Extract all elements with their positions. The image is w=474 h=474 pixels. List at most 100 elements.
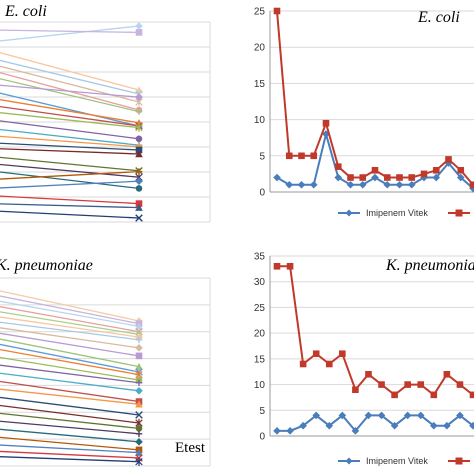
y-tick-label: 20 (254, 329, 266, 340)
series-line (0, 52, 140, 91)
series-marker (135, 22, 143, 30)
panel-kpneumoniae-slope-annotation: Etest (175, 440, 206, 456)
y-tick-label: 0 (259, 432, 265, 443)
y-tick-label: 35 (254, 252, 266, 263)
series-marker (417, 381, 425, 388)
series-marker (135, 177, 143, 185)
series-marker (396, 174, 403, 181)
series-line (0, 420, 140, 435)
series-line (0, 327, 140, 349)
series-marker (135, 214, 143, 222)
series-line (0, 450, 140, 459)
series-line (0, 195, 140, 205)
panel-ecoli-line: 0 5 10 15 20 25 E. coli Imipenem Vitek (254, 7, 474, 218)
series-line (0, 163, 140, 178)
y-tick-label: 0 (259, 188, 265, 199)
series-marker (135, 400, 143, 408)
series-marker (407, 180, 416, 189)
panel-kpneumoniae-line: 0 5 10 15 20 25 30 35 K. pneumoniae Imipenem Vi… (254, 252, 474, 466)
series-line (0, 380, 140, 403)
series-marker (135, 344, 143, 352)
series-line (0, 25, 140, 42)
y-tick-label: 10 (254, 115, 266, 126)
series-line (0, 372, 140, 392)
series-marker (432, 173, 441, 182)
series-marker (420, 170, 428, 178)
panel-kpneumoniae-slope: K. pneumoniae Etest (0, 257, 211, 467)
series-marker (404, 381, 411, 388)
series-marker (416, 411, 425, 420)
series-marker (135, 146, 143, 154)
series-line (0, 456, 140, 463)
series-marker (285, 152, 293, 160)
series-line (0, 180, 140, 189)
series-marker (346, 180, 355, 189)
series-marker (334, 173, 343, 182)
legend-vitek-marker (345, 209, 353, 217)
y-tick-label: 10 (254, 380, 266, 391)
series-marker (351, 427, 360, 435)
series-marker (443, 421, 451, 430)
series-marker (135, 135, 143, 143)
panel-kpneumoniae-line-legend: Imipenem Vitek (338, 456, 470, 466)
series-line (0, 404, 140, 424)
series-marker (312, 411, 320, 420)
y-tick-label: 30 (254, 277, 266, 288)
series-marker (456, 381, 464, 388)
series-line (0, 210, 140, 219)
series-marker (371, 173, 379, 182)
y-tick-label: 5 (259, 406, 265, 417)
series-line (0, 321, 140, 341)
series-marker (286, 427, 294, 435)
series-line (0, 444, 140, 454)
series-marker (299, 360, 307, 368)
series-marker (135, 200, 143, 207)
series-marker (420, 173, 428, 182)
panel-ecoli-slope-grid (0, 21, 211, 223)
series-marker (408, 174, 416, 181)
series-line (0, 305, 140, 333)
y-tick-label: 25 (254, 7, 266, 18)
series-marker (135, 411, 143, 419)
series-marker (135, 168, 143, 175)
series-marker (273, 173, 281, 182)
series-marker (135, 29, 143, 36)
y-tick-label: 15 (254, 79, 266, 90)
series-marker (432, 166, 440, 174)
panel-kpneumoniae-line-plot (273, 262, 474, 435)
series-line (0, 128, 140, 146)
series-marker (430, 421, 438, 430)
series-marker (430, 391, 438, 399)
series-marker (135, 93, 143, 101)
legend-etest-marker (455, 457, 463, 465)
series-line (0, 338, 140, 368)
series-marker (395, 180, 404, 189)
series-line (0, 142, 140, 151)
panel-ecoli-slope-title: E. coli (4, 3, 47, 20)
series-marker (309, 180, 318, 189)
series-marker (322, 119, 330, 127)
series-marker (347, 174, 354, 181)
series-marker (338, 411, 347, 420)
panel-kpneumoniae-slope-grid (0, 277, 211, 467)
series-line (0, 295, 140, 325)
series-marker (469, 181, 474, 189)
series-marker (135, 322, 143, 330)
series-line (0, 290, 140, 322)
panel-kpneumoniae-line-axis: 0 5 10 15 20 25 30 35 (254, 252, 474, 443)
series-line (0, 396, 140, 416)
series-marker (298, 152, 305, 160)
series-marker (135, 150, 143, 158)
series-marker (334, 163, 342, 170)
series-marker (365, 370, 372, 378)
series-marker (456, 411, 464, 420)
series-marker (469, 421, 474, 430)
panel-ecoli-line-legend: Imipenem Vitek (338, 208, 470, 218)
series-marker (310, 152, 318, 160)
series-marker (135, 387, 143, 395)
legend-etest-marker (455, 209, 463, 217)
series-marker (312, 350, 320, 358)
series-line (0, 148, 140, 155)
series-line (0, 412, 140, 430)
series-line (0, 203, 140, 209)
